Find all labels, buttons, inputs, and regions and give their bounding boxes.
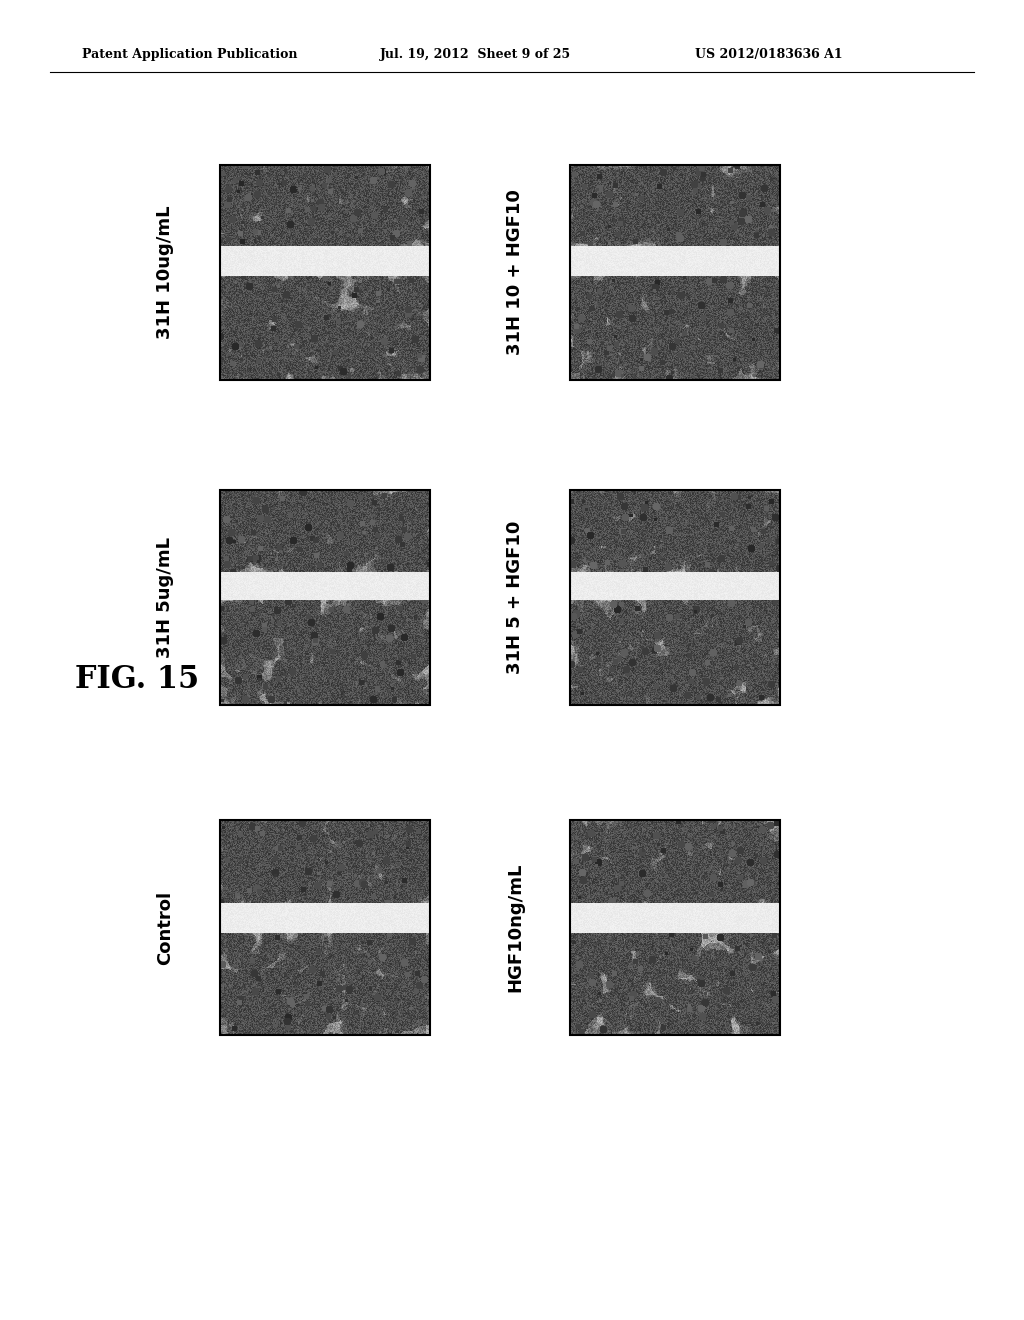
Text: Control: Control (156, 891, 174, 965)
Bar (570, 165, 780, 380)
Text: 31H 5ug/mL: 31H 5ug/mL (156, 537, 174, 657)
Bar (220, 490, 430, 705)
Text: FIG. 15: FIG. 15 (75, 664, 199, 696)
Text: Patent Application Publication: Patent Application Publication (82, 48, 298, 61)
Bar (220, 820, 430, 1035)
Bar (220, 165, 430, 380)
Text: 31H 10 + HGF10: 31H 10 + HGF10 (506, 190, 524, 355)
Bar (570, 820, 780, 1035)
Text: Jul. 19, 2012  Sheet 9 of 25: Jul. 19, 2012 Sheet 9 of 25 (380, 48, 571, 61)
Text: 31H 10ug/mL: 31H 10ug/mL (156, 206, 174, 339)
Text: US 2012/0183636 A1: US 2012/0183636 A1 (695, 48, 843, 61)
Text: HGF10ng/mL: HGF10ng/mL (506, 863, 524, 993)
Text: 31H 5 + HGF10: 31H 5 + HGF10 (506, 521, 524, 675)
Bar (570, 490, 780, 705)
